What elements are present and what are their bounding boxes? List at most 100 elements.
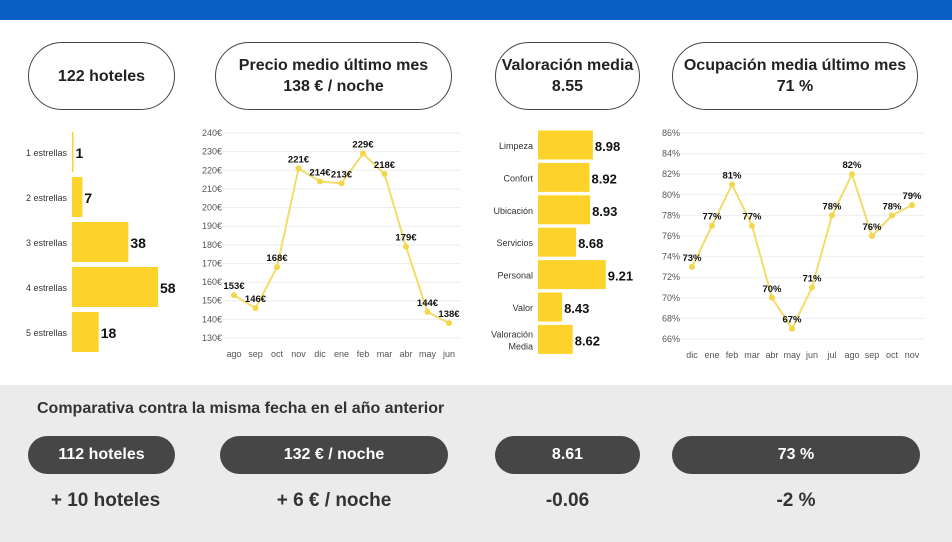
- data-point: [252, 305, 259, 312]
- x-tick-label: mar: [744, 350, 760, 360]
- x-tick-label: feb: [726, 350, 739, 360]
- comparison-title: Comparativa contra la misma fecha en el …: [37, 400, 445, 417]
- y-tick-label: 150€: [202, 296, 222, 306]
- data-point: [295, 165, 302, 172]
- kpi-occupancy: Ocupación media último mes 71 %: [672, 42, 918, 110]
- bar: [72, 267, 158, 307]
- bar: [538, 130, 593, 160]
- x-tick-label: oct: [886, 350, 899, 360]
- data-label: 78%: [822, 201, 842, 212]
- bar: [538, 324, 573, 354]
- x-tick-label: jun: [442, 349, 455, 359]
- bar: [72, 177, 83, 217]
- y-tick-label: 210€: [202, 184, 222, 194]
- x-tick-label: ene: [704, 350, 719, 360]
- series-line: [691, 171, 913, 331]
- data-label: 18: [101, 325, 117, 341]
- bar: [538, 292, 563, 322]
- data-point: [809, 284, 815, 291]
- data-point: [274, 264, 280, 271]
- data-point: [403, 243, 409, 250]
- y-tick-label: 84%: [662, 149, 680, 159]
- data-label: 168€: [266, 253, 288, 264]
- y-tick-label: 82%: [662, 169, 680, 179]
- data-point: [338, 180, 345, 187]
- data-label: 81%: [722, 171, 742, 182]
- y-tick-label: 86%: [662, 128, 680, 138]
- data-point: [729, 181, 735, 188]
- data-point: [446, 320, 452, 327]
- data-label: 71%: [802, 274, 822, 285]
- data-label: 8.68: [578, 236, 603, 251]
- data-label: 9.21: [608, 269, 633, 284]
- x-tick-label: dic: [686, 350, 698, 360]
- data-point: [424, 308, 431, 315]
- category-label: 5 estrellas: [26, 328, 68, 338]
- data-label: 77%: [742, 212, 762, 223]
- category-label: Valor: [513, 303, 533, 313]
- x-tick-label: nov: [905, 350, 920, 360]
- data-label: 76%: [862, 222, 882, 233]
- data-label: 7: [84, 190, 92, 206]
- x-tick-label: mar: [377, 349, 393, 359]
- data-label: 1: [75, 145, 83, 161]
- category-label: 4 estrellas: [26, 283, 68, 293]
- data-point: [849, 171, 855, 178]
- data-point: [889, 212, 895, 219]
- rating-value: 8.55: [551, 78, 584, 95]
- y-tick-label: 130€: [202, 333, 222, 343]
- x-tick-label: ene: [334, 349, 349, 359]
- x-tick-label: jun: [805, 350, 818, 360]
- category-label: Valoración: [491, 329, 533, 339]
- data-label: 82%: [842, 160, 862, 171]
- data-label: 78%: [882, 201, 902, 212]
- data-label: 58: [160, 280, 176, 296]
- data-label: 77%: [702, 212, 722, 223]
- data-label: 146€: [245, 294, 267, 305]
- x-tick-label: feb: [357, 349, 370, 359]
- x-tick-label: may: [783, 350, 801, 360]
- x-tick-label: dic: [314, 349, 326, 359]
- data-label: 8.92: [592, 171, 617, 186]
- x-tick-label: may: [419, 349, 437, 359]
- data-label: 8.98: [595, 139, 620, 154]
- data-label: 138€: [438, 309, 460, 320]
- cmp-price-diff: + 6 € / noche: [276, 490, 392, 511]
- y-tick-label: 200€: [202, 203, 222, 213]
- y-tick-label: 140€: [202, 314, 222, 324]
- category-label: Ubicación: [493, 206, 533, 216]
- data-point: [360, 150, 366, 157]
- bar: [538, 195, 591, 225]
- data-label: 70%: [762, 284, 782, 295]
- data-point: [381, 171, 388, 177]
- data-label: 221€: [288, 154, 310, 165]
- category-label: Media: [508, 341, 533, 351]
- bar: [538, 227, 577, 257]
- y-tick-label: 80%: [662, 190, 680, 200]
- data-label: 218€: [374, 160, 396, 171]
- cmp-price-pill: 132 € / noche: [220, 436, 448, 474]
- bar: [72, 222, 129, 262]
- data-point: [789, 325, 795, 332]
- x-tick-label: oct: [271, 349, 284, 359]
- bar: [538, 260, 606, 290]
- hotels-count: 122 hoteles: [57, 67, 146, 85]
- data-point: [317, 178, 323, 185]
- category-label: Personal: [497, 271, 533, 281]
- cmp-rating-diff: -0.06: [545, 490, 590, 511]
- cmp-hotels-pill: 112 hoteles: [28, 436, 175, 474]
- data-point: [749, 222, 755, 229]
- kpi-hotels: 122 hoteles: [28, 42, 175, 110]
- data-label: 8.43: [564, 301, 589, 316]
- bar: [538, 162, 590, 192]
- x-tick-label: sep: [248, 349, 263, 359]
- data-label: 8.93: [592, 204, 617, 219]
- data-point: [231, 292, 237, 299]
- kpi-rating: Valoración media 8.55: [495, 42, 640, 110]
- data-label: 229€: [352, 140, 374, 151]
- kpi-price: Precio medio último mes 138 € / noche: [215, 42, 452, 110]
- x-tick-label: sep: [865, 350, 880, 360]
- rating-title: Valoración media: [501, 57, 634, 74]
- category-label: Servicios: [496, 238, 533, 248]
- bar: [72, 312, 99, 352]
